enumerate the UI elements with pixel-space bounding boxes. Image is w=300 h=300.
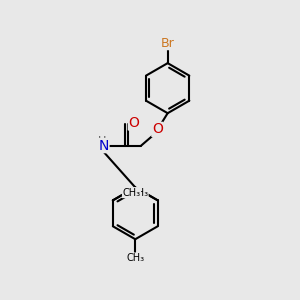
Text: H: H xyxy=(98,136,106,146)
Text: CH₃: CH₃ xyxy=(126,253,144,263)
Text: CH₃: CH₃ xyxy=(130,188,148,198)
Text: N: N xyxy=(99,139,109,153)
Text: O: O xyxy=(128,116,139,130)
Text: CH₃: CH₃ xyxy=(122,188,140,198)
Text: O: O xyxy=(152,122,163,136)
Text: Br: Br xyxy=(161,37,175,50)
